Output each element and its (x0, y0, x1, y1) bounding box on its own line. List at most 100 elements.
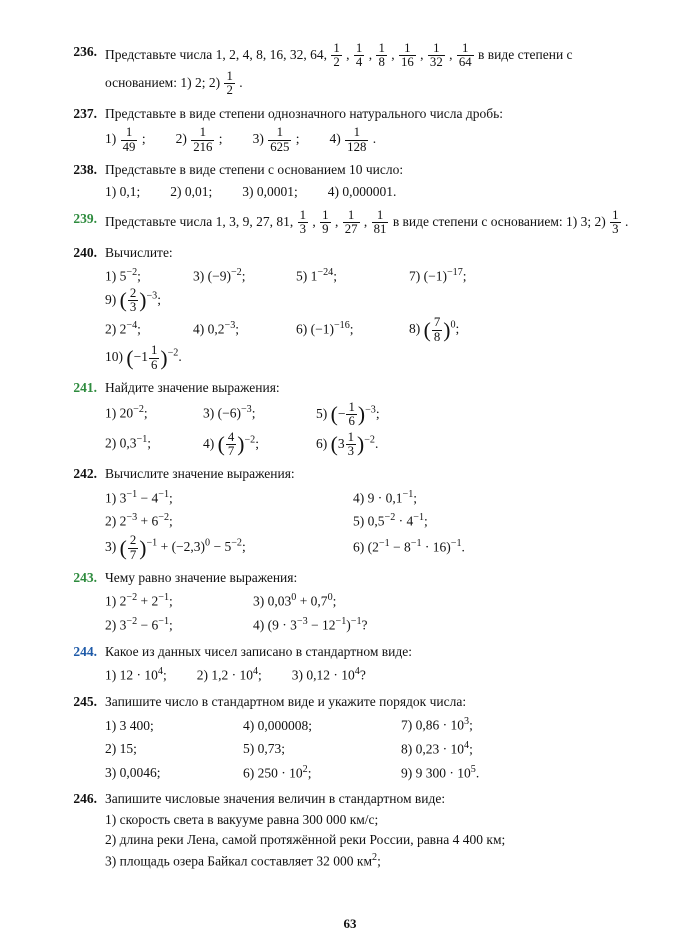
problem-row: 1) 3 400;4) 0,000008;7) 0,86 · 103; (105, 714, 645, 736)
problem-item: 7) 0,86 · 103; (401, 714, 551, 736)
problem-item: 2) 1216 ; (176, 126, 223, 154)
problem-item: 1) 2−2 + 2−1; (105, 590, 235, 612)
problems-list: 236.Представьте числа 1, 2, 4, 8, 16, 32… (55, 42, 645, 872)
problem-body: Представьте в виде степени однозначного … (105, 104, 645, 154)
problem-number: 241. (55, 378, 105, 458)
problem-item: 4) 9 · 0,1−1; (353, 487, 553, 509)
problem-row: 2) 2−4; 4) 0,2−3; 6) (−1)−16; 8) (78)0; 10) … (105, 316, 645, 372)
problem-number: 239. (55, 209, 105, 237)
problem-item: 2) 3−2 − 6−1; (105, 614, 235, 636)
problem-item: 2) 15; (105, 739, 225, 759)
problem-item: 3) 1625 ; (253, 126, 300, 154)
problem-item: 3) 0,0001; (242, 182, 298, 202)
problem: 243.Чему равно значение выражения:1) 2−2… (55, 568, 645, 636)
problem: 241.Найдите значение выражения: 1) 20−2; 3… (55, 378, 645, 458)
problem-text: Найдите значение выражения: (105, 378, 645, 398)
problem-row: 1) 2−2 + 2−1; 3) 0,030 + 0,70; (105, 590, 645, 612)
problem-line: 2) длина реки Лена, самой протяжённой ре… (105, 830, 645, 850)
problem: 240.Вычислите:1) 5−2;3) (−9)−2;5) 1−24;7… (55, 243, 645, 373)
problem-item: 5) 0,5−2 · 4−1; (353, 510, 553, 532)
problem-text: Запишите числовые значения величин в ста… (105, 789, 645, 809)
problem-item: 3) (27)−1 + (−2,3)0 − 5−2; (105, 534, 335, 562)
problem-item: 3) (−9)−2; (193, 265, 278, 287)
problem-item: 2) 0,3−1; (105, 432, 185, 454)
problem-item: 9) 9 300 · 105. (401, 762, 551, 784)
problem-body: Какое из данных чисел записано в стандар… (105, 642, 645, 686)
problem-item: 2) 1,2 · 104; (197, 664, 262, 686)
problem-items: 1) 0,1;2) 0,01;3) 0,0001;4) 0,000001. (105, 182, 645, 202)
problem-row: 2) 2−3 + 6−2; 5) 0,5−2 · 4−1; (105, 510, 645, 532)
problem: 236.Представьте числа 1, 2, 4, 8, 16, 32… (55, 42, 645, 98)
problem-line: 3) площадь озера Байкал составляет 32 00… (105, 850, 645, 872)
problem-item: 6) 250 · 102; (243, 762, 383, 784)
problem: 237.Представьте в виде степени однозначн… (55, 104, 645, 154)
problem-number: 246. (55, 789, 105, 872)
problem-body: Найдите значение выражения: 1) 20−2; 3) (−… (105, 378, 645, 458)
problem-item: 8) 0,23 · 104; (401, 738, 551, 760)
problem-body: Представьте числа 1, 3, 9, 27, 81, 13 , … (105, 209, 645, 237)
problem-item: 5) 0,73; (243, 739, 383, 759)
problem-item: 6) (−1)−16; (296, 318, 391, 340)
problem-body: Вычислите значение выражения: 1) 3−1 − 4−… (105, 464, 645, 562)
problem-text: Вычислите значение выражения: (105, 464, 645, 484)
page-number: 63 (0, 914, 700, 934)
problem-item: 1) 3 400; (105, 716, 225, 736)
problem-item: 9) (23)−3; (105, 287, 215, 315)
problem-item: 7) (−1)−17; (409, 265, 509, 287)
problem-items: 1) 149 ;2) 1216 ;3) 1625 ;4) 1128 . (105, 126, 645, 154)
problem-item: 2) 2−4; (105, 318, 175, 340)
problem-item: 4) (47)−2; (203, 431, 298, 459)
problem-text: Какое из данных чисел записано в стандар… (105, 642, 645, 662)
problem-item: 6) (313)−2. (316, 431, 456, 459)
problem-line: 1) скорость света в вакууме равна 300 00… (105, 810, 645, 830)
problem-item: 1) 20−2; (105, 402, 185, 424)
problem-item: 5) 1−24; (296, 265, 391, 287)
problem-row: 3) 0,0046; 6) 250 · 102; 9) 9 300 · 105. (105, 762, 645, 784)
problem-body: Представьте в виде степени с основанием … (105, 160, 645, 203)
problem-number: 240. (55, 243, 105, 373)
problem: 246.Запишите числовые значения величин в… (55, 789, 645, 872)
problem-item: 5) (−16)−3; (316, 401, 456, 429)
problem-body: Запишите числовые значения величин в ста… (105, 789, 645, 872)
problem-item: 2) 0,01; (170, 182, 212, 202)
problem-number: 245. (55, 692, 105, 784)
problem-body: Вычислите:1) 5−2;3) (−9)−2;5) 1−24;7) (−… (105, 243, 645, 373)
problem-number: 243. (55, 568, 105, 636)
problem-row: 2) 15; 5) 0,73; 8) 0,23 · 104; (105, 738, 645, 760)
page: 236.Представьте числа 1, 2, 4, 8, 16, 32… (0, 0, 700, 949)
problem-number: 237. (55, 104, 105, 154)
problem-item: 1) 3−1 − 4−1; (105, 487, 335, 509)
problem-row: 2) 3−2 − 6−1; 4) (9 · 3−3 − 12−1)−1? (105, 614, 645, 636)
problem-item: 4) 0,000001. (328, 182, 397, 202)
problem: 245.Запишите число в стандартном виде и … (55, 692, 645, 784)
problem-number: 238. (55, 160, 105, 203)
problem-item: 3) 0,12 · 104? (292, 664, 366, 686)
problem-body: Чему равно значение выражения:1) 2−2 + 2… (105, 568, 645, 636)
problem-row: 2) 0,3−1; 4) (47)−2; 6) (313)−2. (105, 431, 645, 459)
problem: 244.Какое из данных чисел записано в ста… (55, 642, 645, 686)
problem-row: 1) 5−2;3) (−9)−2;5) 1−24;7) (−1)−17;9) (… (105, 265, 645, 315)
problem-text: Представьте числа 1, 2, 4, 8, 16, 32, 64… (105, 42, 645, 98)
problem-number: 242. (55, 464, 105, 562)
problem-item: 4) (9 · 3−3 − 12−1)−1? (253, 614, 453, 636)
problem: 242.Вычислите значение выражения: 1) 3−1 … (55, 464, 645, 562)
problem-number: 244. (55, 642, 105, 686)
problem-row: 1) 3−1 − 4−1; 4) 9 · 0,1−1; (105, 487, 645, 509)
problem-text: Вычислите: (105, 243, 645, 263)
problem-item: 1) 12 · 104; (105, 664, 167, 686)
problem-item: 6) (2−1 − 8−1 · 16)−1. (353, 536, 553, 558)
problem-item: 10) (−116)−2. (105, 344, 215, 372)
problem-item: 4) 0,2−3; (193, 318, 278, 340)
problem-items: 1) 12 · 104; 2) 1,2 · 104; 3) 0,12 · 104? (105, 664, 645, 686)
problem-number: 236. (55, 42, 105, 98)
problem-text: Запишите число в стандартном виде и укаж… (105, 692, 645, 712)
problem: 239.Представьте числа 1, 3, 9, 27, 81, 1… (55, 209, 645, 237)
problem-item: 3) 0,030 + 0,70; (253, 590, 453, 612)
problem: 238.Представьте в виде степени с основан… (55, 160, 645, 203)
problem-item: 2) 2−3 + 6−2; (105, 510, 335, 532)
problem-item: 3) 0,0046; (105, 763, 225, 783)
problem-item: 8) (78)0; (409, 316, 509, 344)
problem-item: 4) 1128 . (330, 126, 377, 154)
problem-item: 3) (−6)−3; (203, 402, 298, 424)
problem-text: Представьте в виде степени с основанием … (105, 160, 645, 180)
